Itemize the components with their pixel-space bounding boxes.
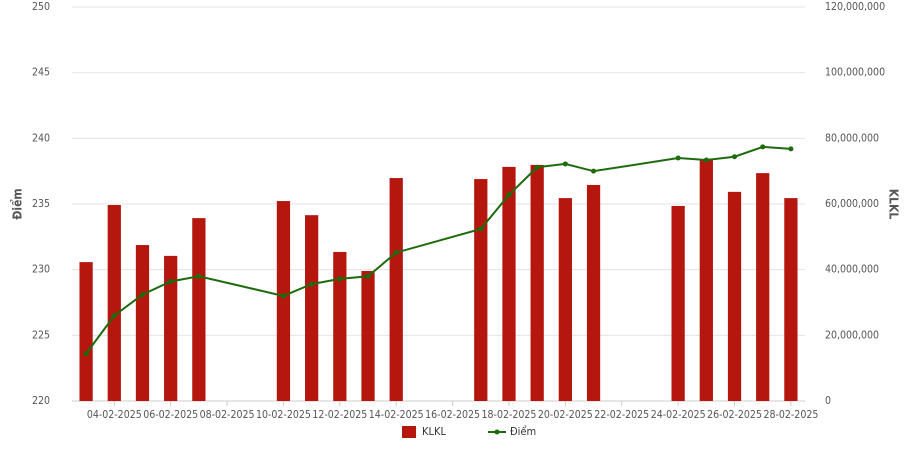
bar: [333, 251, 347, 401]
x-tick-label: 22-02-2025: [594, 409, 649, 421]
line: [85, 145, 791, 355]
x-tick-label: 04-02-2025: [87, 409, 142, 421]
line-marker: [168, 278, 174, 284]
bar: [530, 164, 544, 401]
y-tick-label: 230: [32, 264, 50, 276]
line-marker: [139, 292, 145, 298]
bar: [699, 160, 713, 401]
legend-label: Điểm: [510, 425, 536, 438]
bar: [305, 215, 319, 401]
bar: [474, 179, 488, 401]
x-tick-label: 26-02-2025: [707, 409, 762, 421]
bar: [164, 255, 178, 401]
line-marker: [591, 168, 597, 174]
bar: [586, 184, 601, 401]
bar: [361, 270, 375, 401]
bar: [135, 245, 150, 401]
bar: [107, 204, 121, 401]
line-marker: [562, 161, 568, 167]
x-tick-label: 28-02-2025: [763, 409, 818, 421]
legend-label: KLKL: [422, 425, 446, 438]
y2-tick-label: 20,000,000: [825, 329, 879, 341]
y-axis-title: Điểm: [10, 188, 25, 219]
y-tick-label: 220: [32, 395, 50, 407]
line-marker: [83, 351, 89, 357]
line-marker: [280, 293, 286, 299]
y-tick-label: 240: [32, 132, 50, 144]
line-marker: [478, 226, 484, 232]
line-marker: [337, 276, 343, 282]
y-tick-label: 245: [32, 67, 50, 79]
y-tick-label: 235: [32, 198, 50, 210]
line-marker: [196, 273, 202, 279]
y2-axis-title: KLKL: [887, 189, 901, 220]
x-tick-label: 20-02-2025: [538, 409, 593, 421]
bar: [502, 166, 516, 401]
legend-swatch: [494, 429, 500, 435]
bar: [727, 191, 742, 401]
bar: [558, 198, 572, 401]
line-marker: [534, 164, 540, 170]
y2-tick-label: 120,000,000: [825, 1, 885, 13]
y2-tick-label: 60,000,000: [825, 198, 879, 210]
x-tick-label: 06-02-2025: [143, 409, 198, 421]
bar: [671, 205, 685, 401]
y-tick-label: 225: [32, 329, 50, 341]
bar: [276, 201, 291, 401]
x-tick-label: 24-02-2025: [651, 409, 706, 421]
line-marker: [506, 192, 512, 198]
line-marker: [309, 281, 315, 287]
line-marker: [675, 155, 681, 161]
bar: [389, 178, 403, 401]
x-tick-label: 08-02-2025: [200, 409, 255, 421]
x-tick-label: 18-02-2025: [482, 409, 537, 421]
x-tick-label: 12-02-2025: [312, 409, 367, 421]
bar: [79, 262, 93, 401]
y-tick-label: 250: [32, 1, 50, 13]
x-tick-label: 16-02-2025: [425, 409, 480, 421]
x-tick-label: 10-02-2025: [256, 409, 311, 421]
line-marker: [393, 250, 399, 256]
line-marker: [760, 144, 766, 150]
line-marker: [788, 146, 794, 152]
line-marker: [703, 157, 709, 163]
bar: [756, 173, 770, 401]
line-marker: [111, 313, 117, 319]
line-marker: [732, 154, 738, 160]
y2-tick-label: 0: [825, 395, 831, 407]
bar: [192, 218, 206, 401]
y2-tick-label: 100,000,000: [825, 67, 885, 79]
legend-swatch: [402, 426, 416, 438]
x-tick-label: 14-02-2025: [369, 409, 424, 421]
y2-tick-label: 40,000,000: [825, 264, 879, 276]
y2-tick-label: 80,000,000: [825, 132, 879, 144]
line-marker: [365, 273, 371, 279]
bar: [784, 198, 798, 401]
